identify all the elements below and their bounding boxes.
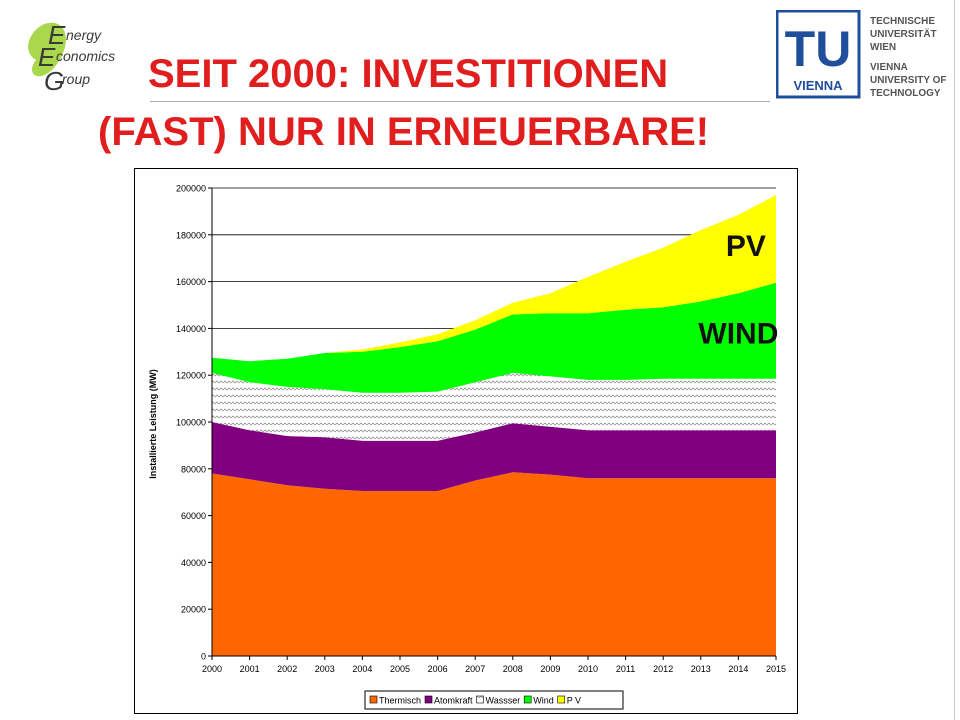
legend-label: Thermisch	[379, 696, 421, 706]
legend-box	[364, 690, 624, 710]
legend-label: Wind	[533, 696, 554, 706]
annotation-pv: PV	[726, 230, 766, 263]
tu-logo-line2: UNIVERSITÄT	[870, 27, 937, 40]
legend-label: Wassser	[486, 696, 521, 706]
y-tick-label: 120000	[176, 371, 206, 381]
x-tick-label: 2012	[653, 664, 673, 674]
eeg-logo-word1: nergy	[66, 27, 102, 43]
area-series	[212, 195, 776, 656]
x-tick-label: 2013	[691, 664, 711, 674]
y-tick-label: 0	[201, 652, 206, 662]
chart-frame: 0 20000 40000 60000 80000 100000 120000 140000 1…	[134, 168, 798, 714]
annotations: PV WIND	[698, 230, 778, 351]
y-tick-label: 180000	[176, 230, 206, 240]
x-tick-label: 2002	[277, 664, 297, 674]
x-tick-label: 2005	[390, 664, 410, 674]
eeg-logo-letter-g: G	[44, 66, 64, 96]
x-tick-label: 2007	[465, 664, 485, 674]
slide-right-border	[954, 0, 955, 720]
annotation-wind: WIND	[698, 318, 778, 351]
legend-swatch	[523, 695, 532, 704]
slide-title-line1: SEIT 2000: INVESTITIONEN	[148, 52, 669, 96]
x-tick-label: 2003	[315, 664, 335, 674]
area-thermisch	[212, 472, 776, 656]
y-tick-label: 20000	[181, 605, 206, 615]
y-axis-label: Installierte Leistung (MW)	[148, 369, 158, 479]
eeg-logo: E E G nergy conomics roup	[28, 20, 115, 96]
area-atomkraft	[212, 422, 776, 491]
y-tick-label: 60000	[181, 511, 206, 521]
legend: Thermisch Atomkraft Wassser Wind P V	[364, 690, 624, 710]
legend-swatch	[369, 695, 378, 704]
header-divider	[150, 101, 770, 102]
tu-logo-mark: TU	[785, 21, 852, 77]
legend-label: Atomkraft	[434, 696, 473, 706]
legend-swatch	[557, 695, 566, 704]
x-tick-label: 2008	[503, 664, 523, 674]
tu-vienna-logo: TU VIENNA TECHNISCHE UNIVERSITÄT WIEN VI…	[776, 10, 947, 99]
y-tick-label: 160000	[176, 277, 206, 287]
stacked-area-chart: 0 20000 40000 60000 80000 100000 120000 140000 1…	[148, 184, 786, 710]
x-tick-label: 2011	[616, 664, 635, 674]
legend-swatch	[424, 695, 433, 704]
legend-swatch	[476, 695, 484, 704]
x-tick-label: 2009	[540, 664, 560, 674]
legend-label: P V	[567, 696, 581, 706]
tu-logo-band	[779, 74, 857, 94]
tu-logo-line3: WIEN	[870, 42, 896, 53]
area-pv	[212, 195, 776, 362]
x-tick-label: 2010	[578, 664, 598, 674]
y-tick-label: 40000	[181, 558, 206, 568]
eeg-logo-letter-e1: E	[48, 20, 66, 50]
x-tick-label: 2015	[766, 664, 786, 674]
x-tick-label: 2001	[240, 664, 260, 674]
x-tick-label: 2014	[728, 664, 748, 674]
y-tick-label: 200000	[176, 184, 206, 194]
tu-logo-sub: VIENNA	[793, 78, 843, 93]
eeg-logo-word3: roup	[62, 71, 90, 87]
x-tick-label: 2000	[202, 664, 222, 674]
eeg-logo-word2: conomics	[56, 48, 115, 64]
tu-logo-line1: TECHNISCHE	[870, 16, 935, 27]
area-wind	[212, 282, 776, 393]
x-tick-label: 2004	[352, 664, 372, 674]
eeg-logo-leaf	[28, 22, 66, 77]
y-tick-label: 140000	[176, 324, 206, 334]
eeg-logo-letter-e2: E	[38, 42, 56, 72]
x-tick-label: 2006	[428, 664, 448, 674]
slide-title-line2: (FAST) NUR IN ERNEUERBARE!	[98, 110, 710, 154]
axes: 0 20000 40000 60000 80000 100000 120000 140000 1…	[176, 184, 786, 675]
tu-logo-line6: TECHNOLOGY	[870, 88, 941, 99]
area-wassser	[212, 372, 776, 441]
tu-logo-line4: VIENNA	[870, 62, 908, 73]
y-tick-label: 80000	[181, 464, 206, 474]
y-tick-label: 100000	[176, 418, 206, 428]
tu-logo-line5: UNIVERSITY OF	[870, 75, 947, 86]
